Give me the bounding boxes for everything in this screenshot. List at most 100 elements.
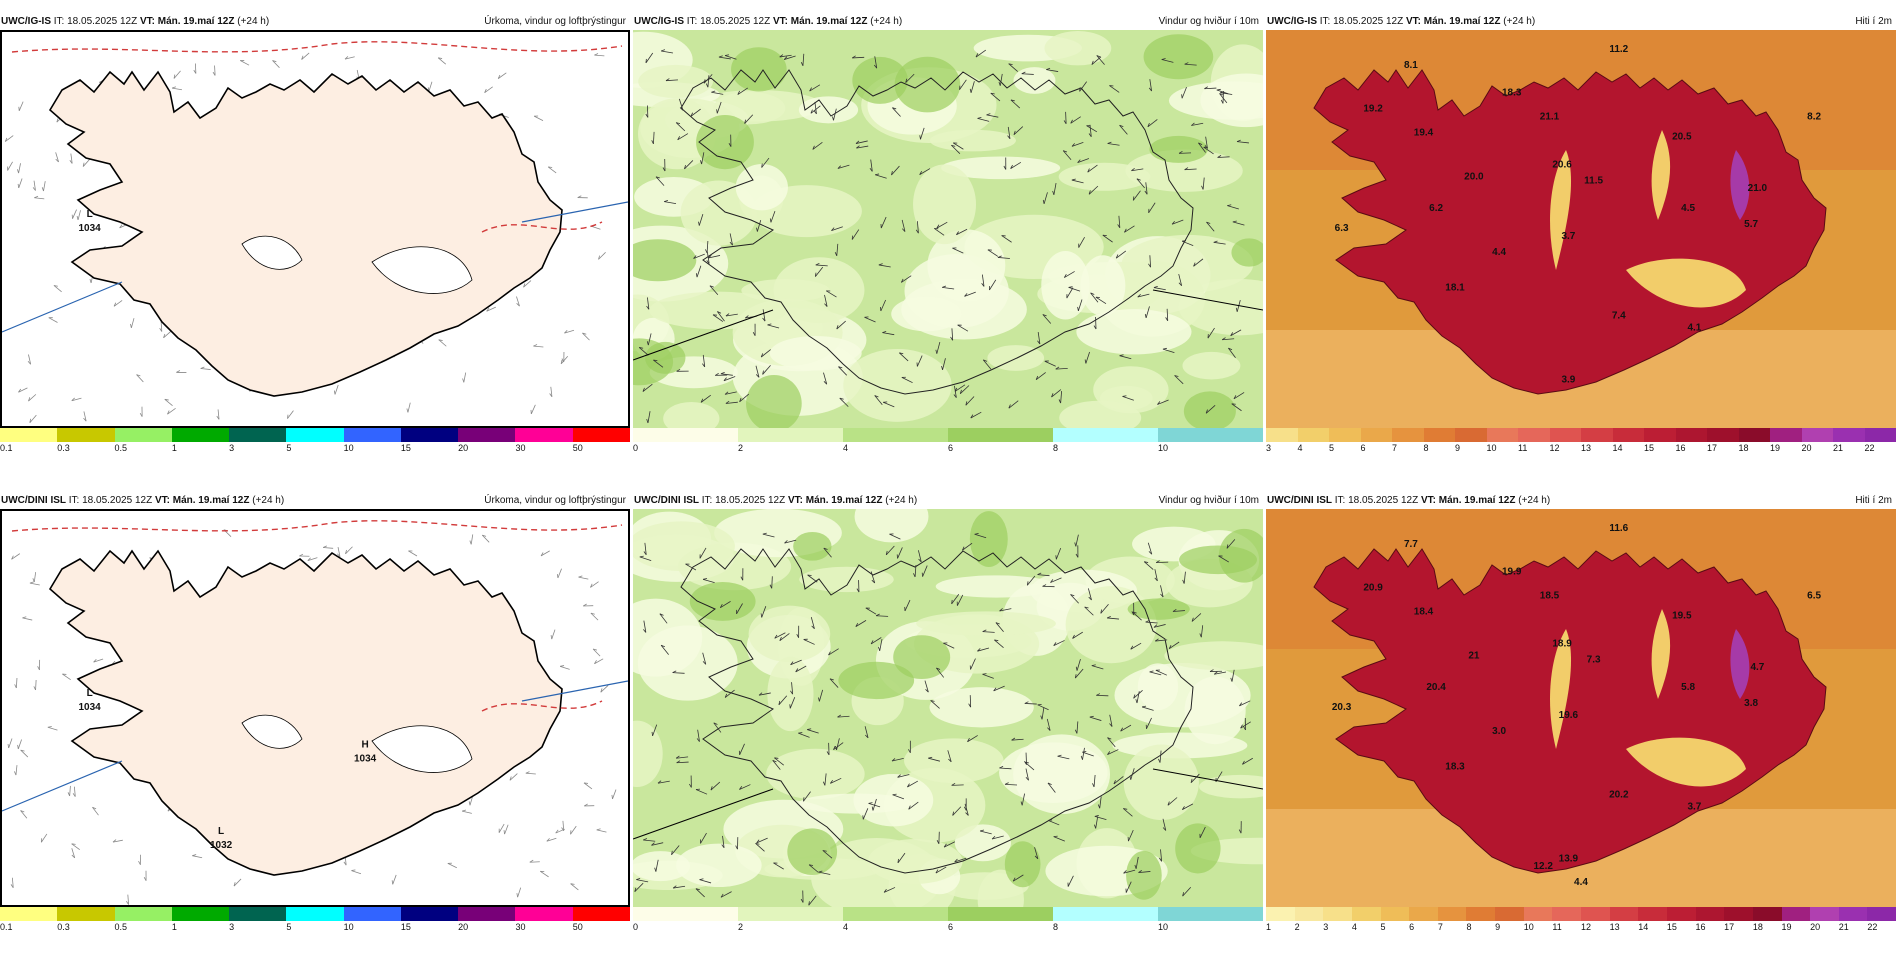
init-time: IT: 18.05.2025 12Z bbox=[1320, 16, 1403, 27]
colorbar-tick-label: 10 bbox=[344, 922, 354, 932]
colorbar-swatch bbox=[115, 428, 172, 442]
wind-shade bbox=[1041, 251, 1089, 319]
pressure-center-letter: H bbox=[361, 739, 368, 750]
temperature-label: 3.0 bbox=[1492, 726, 1506, 737]
temperature-label: 18.4 bbox=[1414, 607, 1434, 618]
temperature-label: 19.2 bbox=[1363, 104, 1383, 115]
colorbar-swatch bbox=[1381, 907, 1410, 921]
wind-arrow bbox=[36, 680, 37, 690]
colorbar-tick-label: 50 bbox=[573, 922, 583, 932]
colorbar-swatch bbox=[344, 907, 401, 921]
colorbar-swatch bbox=[1455, 428, 1487, 442]
vt-label: VT: bbox=[155, 495, 170, 506]
temperature-label: 21 bbox=[1468, 650, 1480, 661]
temperature-label: 5.8 bbox=[1681, 682, 1695, 693]
pressure-center-letter: L bbox=[87, 688, 93, 699]
colorbar-tick-label: 3 bbox=[229, 443, 234, 453]
colorbar-swatch bbox=[1552, 907, 1581, 921]
colorbar-swatch bbox=[1524, 907, 1553, 921]
colorbar-tick-label: 10 bbox=[344, 443, 354, 453]
temperature-label: 11.5 bbox=[1584, 175, 1603, 186]
colorbar-tick-label: 5 bbox=[286, 443, 291, 453]
temperature-label: 18.3 bbox=[1502, 88, 1522, 99]
wind-shade bbox=[891, 297, 961, 332]
valid-time: Mán. 19.maí 12Z bbox=[1439, 495, 1516, 506]
colorbar-swatch bbox=[1361, 428, 1393, 442]
colorbar-tick-label: 5 bbox=[1381, 922, 1386, 932]
colorbar-swatch bbox=[401, 907, 458, 921]
pressure-center-letter: L bbox=[218, 826, 224, 837]
colorbar-tick-label: 20 bbox=[1810, 922, 1820, 932]
model-name: UWC/DINI ISL bbox=[1, 495, 66, 506]
colorbar-swatch bbox=[229, 428, 286, 442]
colorbar-swatch bbox=[1707, 428, 1739, 442]
colorbar-tick-label: 50 bbox=[573, 443, 583, 453]
wind-shade bbox=[690, 582, 756, 621]
colorbar-swatch bbox=[172, 428, 229, 442]
wind-shade bbox=[1185, 677, 1246, 745]
valid-time: Mán. 19.maí 12Z bbox=[791, 16, 868, 27]
colorbar-tick-label: 0.1 bbox=[0, 922, 13, 932]
colorbar-tick-label: 11 bbox=[1552, 922, 1561, 932]
colorbar-swatch bbox=[458, 907, 515, 921]
temperature-label: 20.2 bbox=[1609, 790, 1629, 801]
panel-title: Hiti í 2m bbox=[1855, 14, 1892, 30]
colorbar-tick-label: 15 bbox=[1644, 443, 1654, 453]
lead-time: (+24 h) bbox=[1503, 16, 1535, 27]
colorbar-swatch bbox=[1581, 907, 1610, 921]
colorbar-tick-label: 4 bbox=[1298, 443, 1303, 453]
colorbar-tick-label: 7 bbox=[1438, 922, 1443, 932]
colorbar-swatch bbox=[1298, 428, 1330, 442]
colorbar-swatch bbox=[57, 428, 114, 442]
colorbar-swatch bbox=[843, 907, 948, 921]
vt-label: VT: bbox=[1421, 495, 1436, 506]
temperature-label: 20.0 bbox=[1464, 171, 1484, 182]
wind-arrow-head bbox=[808, 575, 812, 576]
wind-shade bbox=[1175, 823, 1220, 873]
wind-arrow-head bbox=[392, 880, 393, 884]
temperature-label: 18.3 bbox=[1445, 762, 1465, 773]
colorbar-tick-label: 10 bbox=[1158, 443, 1168, 453]
colorbar-tick-label: 9 bbox=[1455, 443, 1460, 453]
colorbar-tick-label: 15 bbox=[401, 443, 411, 453]
colorbar-tick-label: 30 bbox=[515, 443, 525, 453]
temperature-label: 3.9 bbox=[1561, 374, 1575, 385]
colorbar-tick-label: 13 bbox=[1610, 922, 1620, 932]
colorbar-tick-label: 2 bbox=[1295, 922, 1300, 932]
colorbar-swatch bbox=[1867, 907, 1896, 921]
panel-igis-precip: UWC/IG-IS IT: 18.05.2025 12Z VT: Mán. 19… bbox=[0, 14, 630, 474]
colorbar-swatch bbox=[633, 907, 738, 921]
colorbar-tick-label: 3 bbox=[229, 922, 234, 932]
colorbar-tick-label: 15 bbox=[401, 922, 411, 932]
colorbar-tick-label: 1 bbox=[172, 443, 177, 453]
colorbar bbox=[1266, 428, 1896, 442]
colorbar-tick-label: 0.3 bbox=[57, 922, 70, 932]
colorbar-swatch bbox=[1833, 428, 1865, 442]
wind-shade bbox=[787, 828, 837, 875]
colorbar-tick-label: 22 bbox=[1865, 443, 1875, 453]
valid-time: Mán. 19.maí 12Z bbox=[173, 495, 250, 506]
wind-shade bbox=[1128, 598, 1190, 619]
colorbar-swatch bbox=[1295, 907, 1324, 921]
colorbar-tick-label: 20 bbox=[1802, 443, 1812, 453]
panel-dini-precip: UWC/DINI ISL IT: 18.05.2025 12Z VT: Mán.… bbox=[0, 493, 630, 953]
colorbar-tick-label: 0.1 bbox=[0, 443, 13, 453]
colorbar-swatch bbox=[1753, 907, 1782, 921]
wind-shade bbox=[843, 349, 951, 422]
colorbar-tick-label: 13 bbox=[1581, 443, 1591, 453]
colorbar-tick-label: 6 bbox=[1409, 922, 1414, 932]
pressure-center-letter: L bbox=[87, 209, 93, 220]
colorbar-swatch bbox=[1865, 428, 1897, 442]
colorbar-swatch bbox=[1053, 428, 1158, 442]
wind-arrow-head bbox=[1080, 87, 1081, 91]
wind-arrow-head bbox=[803, 797, 804, 801]
pressure-center-value: 1032 bbox=[210, 840, 233, 851]
init-time: IT: 18.05.2025 12Z bbox=[1335, 495, 1418, 506]
colorbar-swatch bbox=[1550, 428, 1582, 442]
colorbar-swatch bbox=[0, 428, 57, 442]
colorbar-tick-label: 14 bbox=[1638, 922, 1648, 932]
temperature-label: 21.1 bbox=[1540, 112, 1560, 123]
colorbar-tick-label: 6 bbox=[948, 443, 953, 453]
